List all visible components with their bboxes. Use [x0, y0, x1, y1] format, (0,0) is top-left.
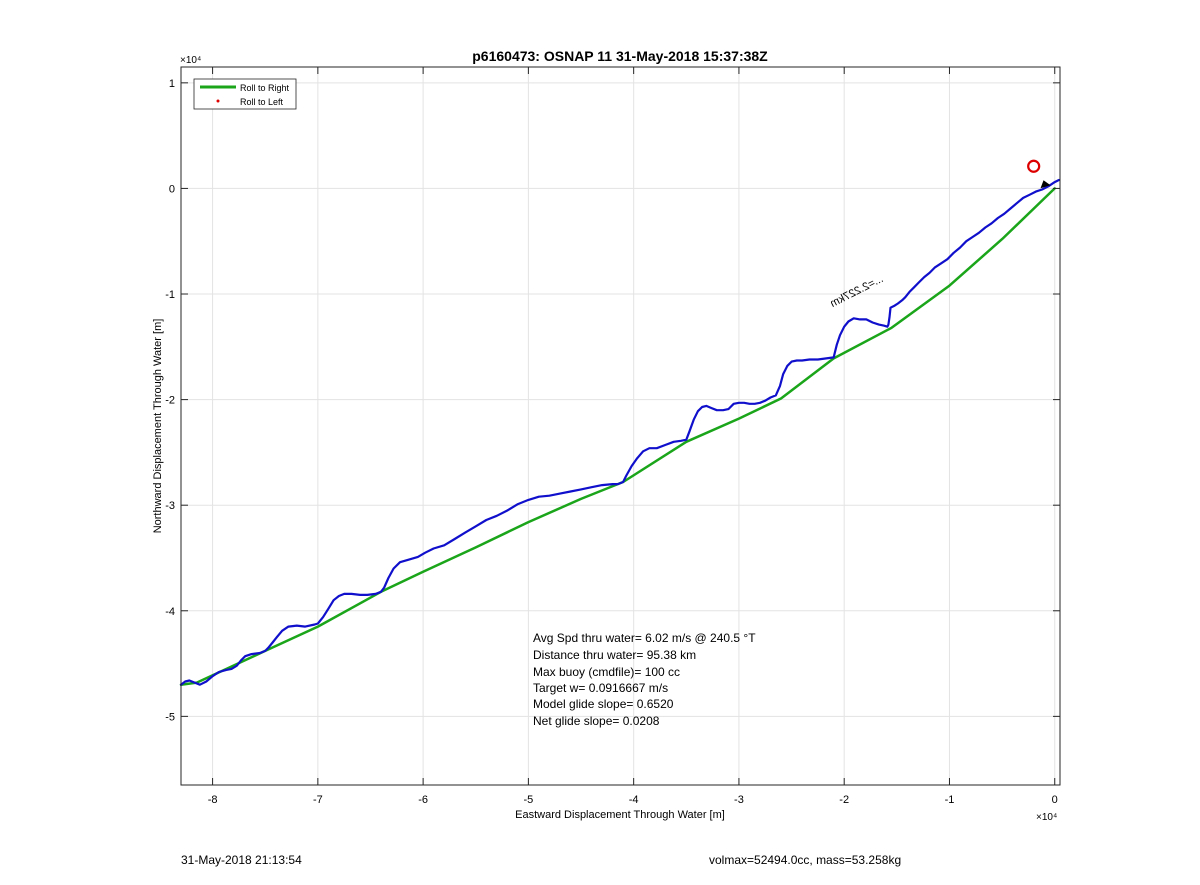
- current-position-marker: [1027, 159, 1041, 173]
- x-tick-label: -2: [839, 794, 849, 806]
- x-tick-label: -4: [629, 794, 639, 806]
- diagonal-annotation: ...=2.227km: [828, 273, 885, 310]
- y-tick-label: -1: [165, 289, 175, 301]
- series-line-track: [179, 178, 1061, 686]
- y-axis-label: Northward Displacement Through Water [m]: [152, 319, 164, 534]
- x-tick-label: -7: [313, 794, 323, 806]
- y-tick-label: -5: [165, 711, 175, 723]
- legend-swatch-roll-left: [216, 99, 220, 103]
- stat-line: Net glide slope= 0.0208: [533, 714, 660, 728]
- stat-line: Target w= 0.0916667 m/s: [533, 681, 668, 695]
- x-tick-label: -5: [523, 794, 533, 806]
- footer-timestamp: 31-May-2018 21:13:54: [181, 853, 302, 867]
- legend-label-roll-right: Roll to Right: [240, 83, 290, 93]
- x-tick-label: 0: [1052, 794, 1058, 806]
- ticks: -8 -7 -6 -5 -4 -3 -2 -1 0 -5 -4 -3 -2 -1 0 1: [165, 67, 1060, 806]
- y-tick-label: -3: [165, 500, 175, 512]
- y-tick-label: -2: [165, 395, 175, 407]
- stat-line: Distance thru water= 95.38 km: [533, 648, 696, 662]
- stats-block: Avg Spd thru water= 6.02 m/s @ 240.5 °T …: [533, 631, 756, 728]
- stat-line: Max buoy (cmdfile)= 100 cc: [533, 665, 680, 679]
- plot-area-frame: [180, 66, 1061, 786]
- legend-box: [193, 78, 297, 110]
- stat-line: Model glide slope= 0.6520: [533, 697, 674, 711]
- x-tick-label: -6: [418, 794, 428, 806]
- stat-line: Avg Spd thru water= 6.02 m/s @ 240.5 °T: [533, 631, 756, 645]
- y-tick-label: 1: [169, 78, 175, 90]
- series-layer: [179, 178, 1061, 686]
- x-tick-label: -8: [208, 794, 218, 806]
- x-axis-label: Eastward Displacement Through Water [m]: [515, 809, 725, 821]
- footer-vehicle-info: volmax=52494.0cc, mass=53.258kg: [709, 853, 902, 867]
- series-line-roll-right: [179, 187, 1056, 686]
- y-axis-exponent: ×10⁴: [180, 55, 201, 66]
- marker-layer: [1027, 159, 1041, 173]
- x-tick-label: -3: [734, 794, 744, 806]
- legend: Roll to Right Roll to Left: [193, 78, 297, 110]
- track-arrow-icon: [1040, 180, 1051, 189]
- x-axis-exponent: ×10⁴: [1036, 812, 1057, 823]
- y-tick-label: -4: [165, 606, 175, 618]
- x-tick-label: -1: [945, 794, 955, 806]
- chart-title: p6160473: OSNAP 11 31-May-2018 15:37:38Z: [472, 48, 768, 64]
- legend-label-roll-left: Roll to Left: [240, 97, 284, 107]
- y-tick-label: 0: [169, 183, 175, 195]
